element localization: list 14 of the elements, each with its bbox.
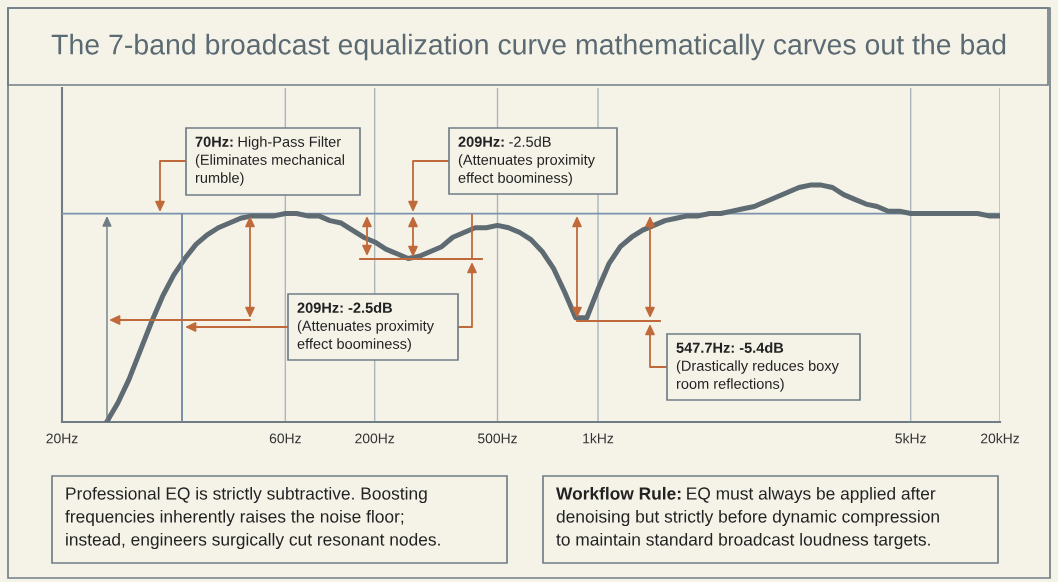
annotation: 209Hz: -2.5dB (Attenuates proximity effect boominess) xyxy=(458,136,595,186)
x-tick-label: 500Hz xyxy=(477,433,517,444)
text: Professional EQ is strictly subtractive. Boosting frequencies inherently raises the noise floor; instead, engineers surgically cut resonant nodes. xyxy=(65,486,440,550)
x-tick-label: 20kHz xyxy=(981,433,1019,444)
x-tick-label: 60Hz xyxy=(269,433,301,444)
x-tick-label: 5kHz xyxy=(895,433,926,444)
x-tick-label: 1kHz xyxy=(583,433,614,444)
x-tick-label: 20Hz xyxy=(46,433,78,444)
text: Workflow Rule: EQ must always be applied after denoising but strictly before dynamic compression to maintain standard broadcast loudness targets. xyxy=(556,486,939,550)
chart-title: The 7-band broadcast equalization curve mathematically carves out the bad xyxy=(51,33,1006,61)
annotation: 547.7Hz: -5.4dB (Drastically reduces boxy room reflections) xyxy=(676,342,839,392)
annotation: 70Hz: High-Pass Filter (Eliminates mechanical rumble) xyxy=(195,136,344,186)
annotation: 209Hz: -2.5dB (Attenuates proximity effect boominess) xyxy=(297,302,434,352)
x-tick-label: 200Hz xyxy=(355,433,395,444)
